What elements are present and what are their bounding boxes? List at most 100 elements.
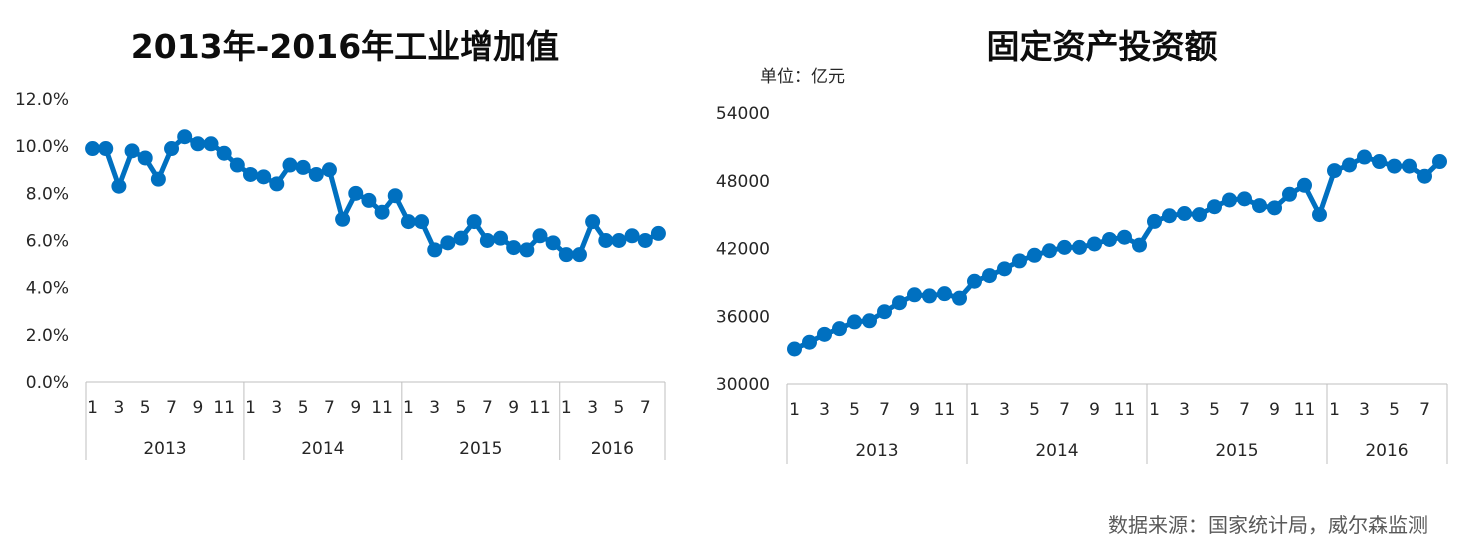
x-group-label: 2016 (591, 439, 634, 459)
x-tick-label: 1 (403, 398, 414, 418)
fixed-asset-investment-chart: 固定资产投资额 单位：亿元 3000036000420004800054000 … (716, 27, 1448, 464)
y-tick-label: 10.0% (15, 137, 69, 157)
data-point (203, 136, 219, 152)
data-point (111, 178, 127, 194)
series-industrial-growth (85, 129, 666, 263)
data-point (1147, 213, 1162, 229)
x-tick-label: 1 (245, 398, 256, 418)
x-tick-label: 3 (999, 400, 1010, 420)
data-point (295, 159, 311, 175)
x-tick-label: 11 (1114, 400, 1136, 420)
x-tick-label: 11 (213, 398, 235, 418)
data-point (335, 211, 351, 227)
x-tick-label: 7 (640, 398, 651, 418)
data-point (1162, 208, 1177, 224)
x-tick-label: 3 (1179, 400, 1190, 420)
data-point (242, 166, 258, 182)
data-point (532, 228, 548, 244)
x-tick-label: 5 (298, 398, 309, 418)
x-tick-label: 7 (879, 400, 890, 420)
x-group-label: 2014 (301, 439, 344, 459)
x-tick-label: 3 (819, 400, 830, 420)
data-point (453, 230, 469, 246)
data-point (817, 326, 832, 342)
data-point (348, 185, 364, 201)
data-point (414, 214, 430, 230)
x-tick-label: 5 (849, 400, 860, 420)
data-point (164, 141, 180, 157)
x-tick-label: 3 (1359, 400, 1370, 420)
y-tick-label: 4.0% (26, 279, 69, 299)
data-point (847, 314, 862, 330)
y-tick-label: 2.0% (26, 326, 69, 346)
data-point (1057, 239, 1072, 255)
data-point (585, 214, 601, 230)
data-point (545, 235, 561, 251)
data-point (124, 143, 140, 159)
data-point (1177, 205, 1192, 221)
x-tick-label: 3 (113, 398, 124, 418)
x-tick-label: 11 (529, 398, 551, 418)
data-point (427, 242, 443, 258)
data-point (558, 247, 574, 263)
data-point (177, 129, 193, 145)
data-point (98, 141, 114, 157)
data-point (1117, 229, 1132, 245)
data-point (598, 233, 614, 248)
chart-title: 2013年-2016年工业增加值 (131, 27, 559, 66)
x-tick-label: 9 (192, 398, 203, 418)
x-tick-label: 1 (561, 398, 572, 418)
x-group-label: 2014 (1035, 441, 1078, 461)
data-point (374, 204, 390, 220)
series-fixed-asset-investment (787, 149, 1447, 357)
x-tick-label: 9 (1269, 400, 1280, 420)
x-tick-label: 1 (969, 400, 980, 420)
data-point (1102, 231, 1117, 247)
y-tick-label: 6.0% (26, 232, 69, 252)
x-group-label: 2013 (855, 441, 898, 461)
data-point (85, 141, 101, 157)
data-point (892, 295, 907, 311)
data-point (1417, 168, 1432, 184)
data-point (1237, 191, 1252, 207)
data-point (1042, 243, 1057, 259)
data-point (1012, 253, 1027, 269)
data-point (802, 334, 817, 350)
x-tick-label: 5 (1209, 400, 1220, 420)
data-point (967, 273, 982, 289)
data-point (1402, 158, 1417, 174)
data-point (308, 166, 324, 182)
data-point (519, 242, 535, 258)
data-point (997, 261, 1012, 277)
data-point (1297, 177, 1312, 193)
data-point (1072, 239, 1087, 255)
x-group-label: 2015 (1215, 441, 1258, 461)
data-point (1312, 207, 1327, 223)
data-point (256, 169, 272, 185)
data-point (1192, 207, 1207, 223)
data-point (952, 290, 967, 306)
x-tick-label: 9 (1089, 400, 1100, 420)
x-tick-label: 3 (429, 398, 440, 418)
data-point (1327, 163, 1342, 179)
x-tick-label: 11 (371, 398, 393, 418)
x-tick-label: 1 (1149, 400, 1160, 420)
x-tick-label: 7 (1419, 400, 1430, 420)
y-tick-label: 48000 (716, 172, 770, 192)
data-point (922, 288, 937, 304)
x-tick-label: 7 (1059, 400, 1070, 420)
x-tick-label: 9 (350, 398, 361, 418)
series-line (793, 154, 1442, 352)
x-tick-label: 3 (587, 398, 598, 418)
y-tick-label: 0.0% (26, 373, 69, 393)
x-group-label: 2016 (1365, 441, 1408, 461)
data-point (269, 176, 285, 192)
data-point (282, 157, 298, 173)
data-point (650, 225, 666, 241)
data-point (1432, 154, 1447, 170)
chart-title: 固定资产投资额 (987, 27, 1218, 66)
y-tick-label: 12.0% (15, 90, 69, 110)
data-point (907, 287, 922, 303)
data-point (229, 157, 245, 173)
